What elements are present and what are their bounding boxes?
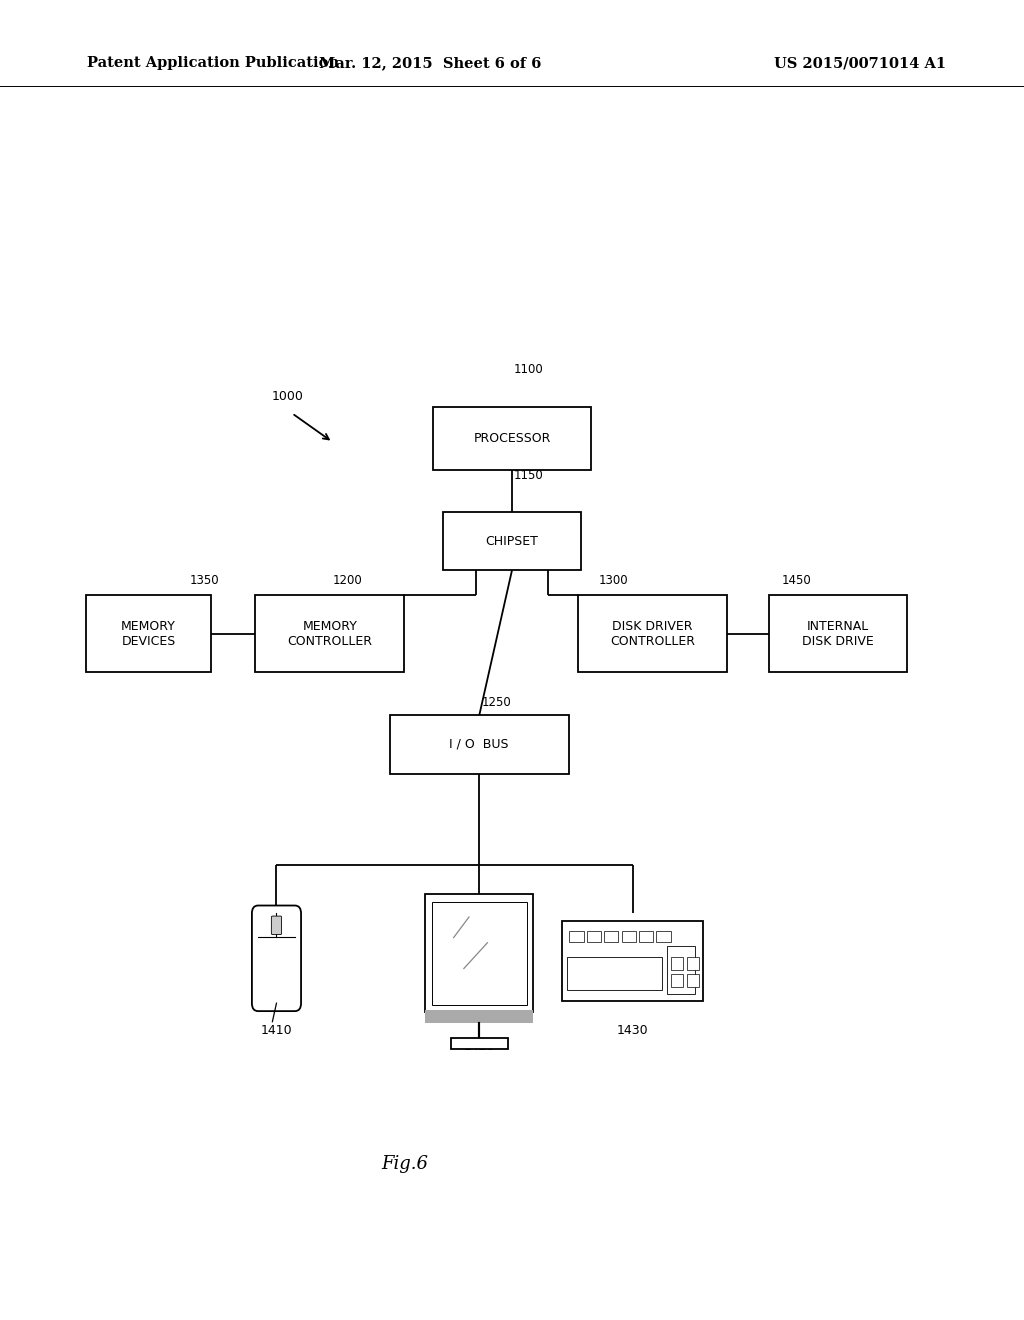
- Bar: [567, 957, 662, 990]
- Bar: [656, 931, 671, 942]
- Bar: [671, 974, 683, 987]
- Text: 1450: 1450: [781, 574, 811, 587]
- Bar: [426, 894, 534, 1012]
- Text: Mar. 12, 2015  Sheet 6 of 6: Mar. 12, 2015 Sheet 6 of 6: [318, 57, 542, 70]
- Bar: [569, 931, 584, 942]
- Text: PROCESSOR: PROCESSOR: [473, 432, 551, 445]
- Text: 1000: 1000: [271, 389, 303, 403]
- Bar: [667, 946, 695, 994]
- Bar: [451, 1038, 508, 1049]
- Bar: [604, 931, 618, 942]
- Text: 1410: 1410: [261, 1024, 292, 1038]
- Text: 1100: 1100: [514, 363, 544, 376]
- Bar: [442, 512, 582, 570]
- Bar: [562, 921, 703, 1001]
- Bar: [671, 957, 683, 970]
- Text: Patent Application Publication: Patent Application Publication: [87, 57, 339, 70]
- Bar: [686, 974, 698, 987]
- Text: 1300: 1300: [599, 574, 629, 587]
- Text: DISK DRIVER
CONTROLLER: DISK DRIVER CONTROLLER: [609, 619, 695, 648]
- Bar: [256, 595, 403, 672]
- Text: 1250: 1250: [481, 696, 511, 709]
- Bar: [426, 1010, 534, 1023]
- Bar: [639, 931, 653, 942]
- Bar: [587, 931, 601, 942]
- Text: 1430: 1430: [617, 1024, 648, 1038]
- FancyBboxPatch shape: [252, 906, 301, 1011]
- Bar: [768, 595, 907, 672]
- Text: MEMORY
CONTROLLER: MEMORY CONTROLLER: [287, 619, 373, 648]
- Text: 1150: 1150: [514, 469, 544, 482]
- Text: 1350: 1350: [189, 574, 219, 587]
- Bar: [390, 715, 569, 774]
- Bar: [432, 407, 592, 470]
- Bar: [622, 931, 636, 942]
- Text: CHIPSET: CHIPSET: [485, 535, 539, 548]
- Bar: [432, 902, 527, 1005]
- Text: Fig.6: Fig.6: [381, 1155, 428, 1173]
- Text: 1420: 1420: [464, 1040, 495, 1053]
- Text: US 2015/0071014 A1: US 2015/0071014 A1: [774, 57, 946, 70]
- Bar: [578, 595, 727, 672]
- Bar: [686, 957, 698, 970]
- Text: MEMORY
DEVICES: MEMORY DEVICES: [121, 619, 176, 648]
- Text: 1200: 1200: [333, 574, 362, 587]
- Text: INTERNAL
DISK DRIVE: INTERNAL DISK DRIVE: [802, 619, 873, 648]
- FancyBboxPatch shape: [271, 916, 282, 935]
- Text: I / O  BUS: I / O BUS: [450, 738, 509, 751]
- Bar: [86, 595, 211, 672]
